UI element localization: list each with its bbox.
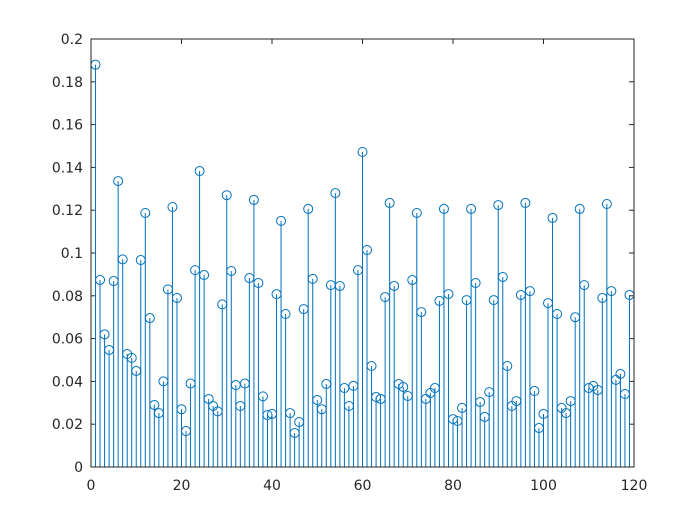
stem-marker <box>443 289 454 300</box>
stem-marker <box>280 308 291 319</box>
stem-marker <box>398 381 409 392</box>
x-tick-label: 0 <box>87 478 96 494</box>
stem-marker <box>99 329 110 340</box>
stem-marker <box>330 188 341 199</box>
y-tick-label: 0.14 <box>52 160 83 176</box>
stem-marker <box>493 200 504 211</box>
stem-marker <box>411 207 422 218</box>
stem-marker <box>362 245 373 256</box>
y-tick-label: 0.02 <box>52 417 83 433</box>
stem-marker <box>167 201 178 212</box>
stem-marker <box>475 396 486 407</box>
stem-marker <box>470 277 481 288</box>
stem-marker <box>276 215 287 226</box>
stem-marker <box>497 271 508 282</box>
stem-marker <box>389 280 400 291</box>
y-tick-label: 0 <box>74 460 83 476</box>
stem-marker <box>257 391 268 402</box>
stem-marker <box>520 197 531 208</box>
y-tick-label: 0.12 <box>52 203 83 219</box>
stem-marker <box>144 313 155 324</box>
stem-marker <box>579 280 590 291</box>
x-tick-label: 120 <box>621 478 648 494</box>
y-tick-label: 0.2 <box>61 32 83 48</box>
y-tick-label: 0.16 <box>52 118 83 134</box>
stem-marker <box>615 368 626 379</box>
stem-marker <box>176 404 187 415</box>
stem-marker <box>303 203 314 214</box>
stem-marker <box>334 280 345 291</box>
y-tick-label: 0.04 <box>52 374 83 390</box>
stem-marker <box>226 265 237 276</box>
x-tick-label: 40 <box>263 478 281 494</box>
stem-marker <box>371 392 382 403</box>
stem-marker <box>524 286 535 297</box>
stem-marker <box>95 274 106 285</box>
x-tick-label: 20 <box>173 478 191 494</box>
stem-marker <box>438 203 449 214</box>
y-tick-label: 0.18 <box>52 75 83 91</box>
stem-marker <box>366 360 377 371</box>
stem-marker <box>171 292 182 303</box>
stem-marker <box>312 395 323 406</box>
stem-marker <box>448 414 458 425</box>
stem-marker <box>253 277 264 288</box>
stem-marker <box>199 270 210 281</box>
stem-marker <box>221 190 232 201</box>
stem-marker <box>285 408 296 419</box>
axes-box <box>90 38 635 468</box>
stem-marker <box>117 254 128 265</box>
stem-marker <box>416 307 427 318</box>
stem-marker <box>601 198 612 209</box>
stem-marker <box>149 399 160 410</box>
stem-marker <box>552 308 563 319</box>
stem-marker <box>529 386 540 397</box>
y-tick-label: 0.06 <box>52 332 83 348</box>
stem-marker <box>126 352 137 363</box>
stem-marker <box>339 383 350 394</box>
y-tick-label: 0.08 <box>52 289 83 305</box>
stem-marker <box>203 393 214 404</box>
x-tick-label: 80 <box>444 478 462 494</box>
stem-marker <box>574 203 585 214</box>
stem-marker <box>357 146 368 157</box>
x-tick-label: 100 <box>530 478 557 494</box>
x-tick-label: 60 <box>354 478 372 494</box>
stem-marker <box>547 212 558 223</box>
stem-marker <box>113 176 124 187</box>
stem-marker <box>307 273 318 284</box>
stem-marker <box>140 207 151 218</box>
stem-marker <box>248 194 259 205</box>
stem-marker <box>384 197 395 208</box>
stem-marker <box>502 360 513 371</box>
stem-marker <box>606 286 617 297</box>
stem-marker <box>194 166 205 177</box>
stem-marker <box>466 203 477 214</box>
y-tick-label: 0.1 <box>61 246 83 262</box>
